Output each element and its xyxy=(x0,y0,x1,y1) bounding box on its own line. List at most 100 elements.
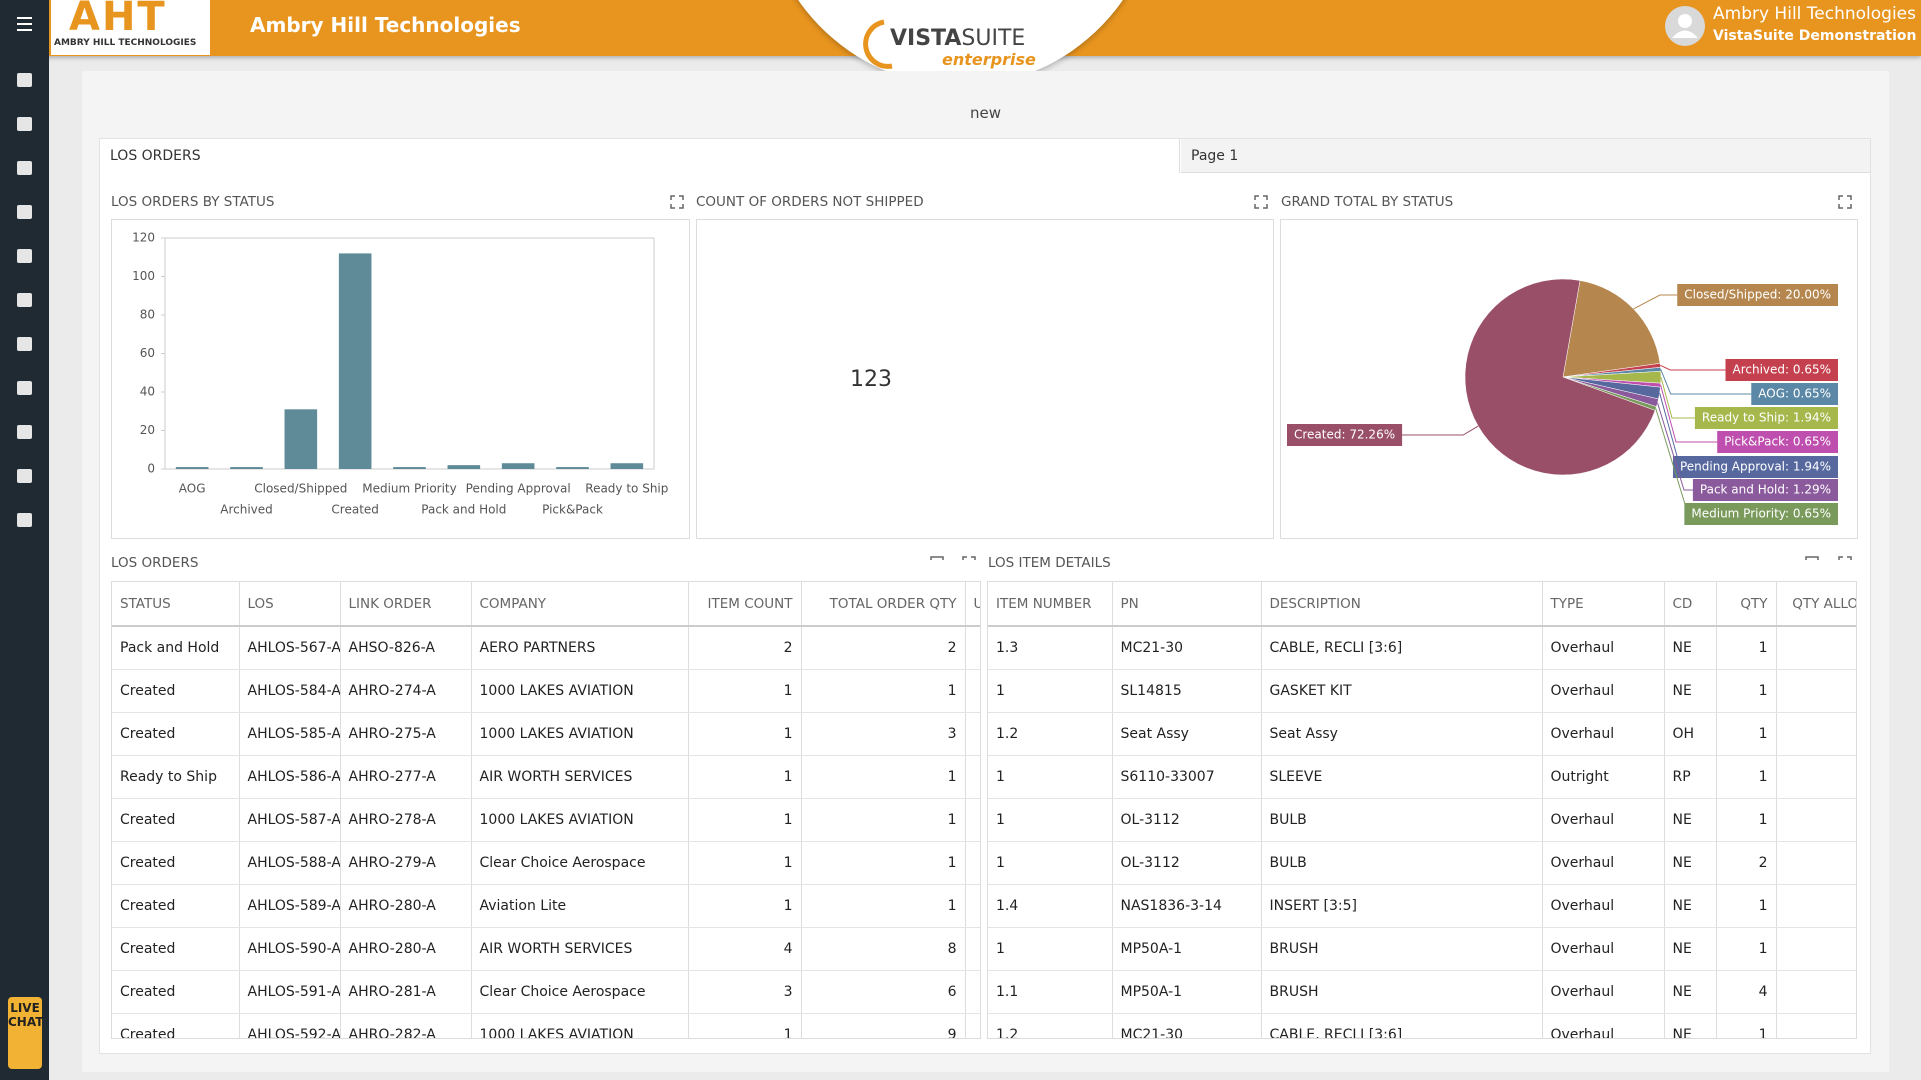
table-cell: Overhaul xyxy=(1542,928,1664,971)
table-cell: Overhaul xyxy=(1542,670,1664,713)
table-cell: AHLOS-567-A xyxy=(239,626,340,670)
table-cell: NE xyxy=(1664,928,1716,971)
table-cell: 1 xyxy=(1776,928,1857,971)
table-cell xyxy=(965,670,981,713)
table-cell: AHRO-280-A xyxy=(340,928,471,971)
column-header[interactable]: CD xyxy=(1664,582,1716,626)
column-header[interactable]: PN xyxy=(1112,582,1261,626)
header-row: STATUSLOSLINK ORDERCOMPANYITEM COUNTTOTA… xyxy=(112,582,981,626)
table-row[interactable]: CreatedAHLOS-587-AAHRO-278-A1000 LAKES A… xyxy=(112,799,981,842)
table-row[interactable]: CreatedAHLOS-592-AAHRO-282-A1000 LAKES A… xyxy=(112,1014,981,1040)
table-cell: Created xyxy=(112,928,239,971)
table-row[interactable]: CreatedAHLOS-584-AAHRO-274-A1000 LAKES A… xyxy=(112,670,981,713)
y-tick-label: 100 xyxy=(132,269,155,283)
column-header[interactable]: COMPANY xyxy=(471,582,688,626)
table-cell: Created xyxy=(112,842,239,885)
column-header[interactable]: LINK ORDER xyxy=(340,582,471,626)
table-cell: NAS1836-3-14 xyxy=(1112,885,1261,928)
table-cell: Outright xyxy=(1542,756,1664,799)
pie-label: AOG: 0.65% xyxy=(1758,387,1831,401)
table-row[interactable]: 1.1MP50A-1BRUSHOverhaulNE44 xyxy=(988,971,1857,1014)
table-row[interactable]: 1.4NAS1836-3-14INSERT [3:5]OverhaulNE10 xyxy=(988,885,1857,928)
live-chat-line: CHAT xyxy=(8,1015,42,1029)
table-row[interactable]: 1.3MC21-30CABLE, RECLI [3:6]OverhaulNE10 xyxy=(988,626,1857,670)
table-row[interactable]: 1OL-3112BULBOverhaulNE10 xyxy=(988,799,1857,842)
table-row[interactable]: CreatedAHLOS-588-AAHRO-279-AClear Choice… xyxy=(112,842,981,885)
expand-icon[interactable] xyxy=(671,196,683,208)
table-cell: SLEEVE xyxy=(1261,756,1542,799)
column-header[interactable]: TYPE xyxy=(1542,582,1664,626)
table-cell: 1 xyxy=(688,1014,801,1040)
table-cell: 1 xyxy=(988,842,1112,885)
table-cell: 6 xyxy=(801,971,965,1014)
column-header[interactable]: LOS xyxy=(239,582,340,626)
table-cell xyxy=(965,1014,981,1040)
table-cell: 3 xyxy=(688,971,801,1014)
column-header[interactable]: QTY ALLOC xyxy=(1776,582,1857,626)
table-row[interactable]: 1OL-3112BULBOverhaulNE20 xyxy=(988,842,1857,885)
table-cell: AHLOS-591-A xyxy=(239,971,340,1014)
pie-label: Pending Approval: 1.94% xyxy=(1680,460,1831,474)
column-header[interactable]: U xyxy=(965,582,981,626)
table-cell: CABLE, RECLI [3:6] xyxy=(1261,1014,1542,1040)
expand-icon[interactable] xyxy=(1839,196,1851,208)
table-cell: Created xyxy=(112,799,239,842)
table-row[interactable]: 1MP50A-1BRUSHOverhaulNE11 xyxy=(988,928,1857,971)
table-row[interactable]: 1SL14815GASKET KITOverhaulNE10 xyxy=(988,670,1857,713)
column-header[interactable]: ITEM NUMBER xyxy=(988,582,1112,626)
table-cell: 2 xyxy=(801,626,965,670)
table-cell xyxy=(965,971,981,1014)
bar xyxy=(448,465,481,469)
table-cell: NE xyxy=(1664,971,1716,1014)
column-header[interactable]: ITEM COUNT xyxy=(688,582,801,626)
table-cell: Seat Assy xyxy=(1112,713,1261,756)
table-cell: AHLOS-588-A xyxy=(239,842,340,885)
column-header[interactable]: TOTAL ORDER QTY xyxy=(801,582,965,626)
table-cell: RP xyxy=(1664,756,1716,799)
column-header[interactable]: DESCRIPTION xyxy=(1261,582,1542,626)
table-cell: 1 xyxy=(688,885,801,928)
expand-icon[interactable] xyxy=(1839,557,1851,560)
table-cell: 0 xyxy=(1776,842,1857,885)
live-chat[interactable]: LIVE CHAT xyxy=(8,997,42,1069)
y-tick-label: 60 xyxy=(140,346,155,360)
table-cell: 1 xyxy=(1716,670,1776,713)
table-cell: 1 xyxy=(801,799,965,842)
pie-label: Created: 72.26% xyxy=(1294,428,1395,442)
select-icon[interactable] xyxy=(931,557,943,560)
table-row[interactable]: Pack and HoldAHLOS-567-AAHSO-826-AAERO P… xyxy=(112,626,981,670)
table-cell: Overhaul xyxy=(1542,885,1664,928)
expand-icon[interactable] xyxy=(1255,196,1267,208)
x-tick-label: Pick&Pack xyxy=(542,503,603,517)
plot-frame xyxy=(165,238,654,469)
table-row[interactable]: 1.2MC21-30CABLE, RECLI [3:6]OverhaulNE10 xyxy=(988,1014,1857,1040)
table-cell: 1 xyxy=(688,842,801,885)
table-cell: 1 xyxy=(688,713,801,756)
table-cell: 1 xyxy=(801,670,965,713)
table-cell: 0 xyxy=(1776,885,1857,928)
select-icon[interactable] xyxy=(1806,557,1818,560)
table-cell: AHLOS-586-A xyxy=(239,756,340,799)
table-cell xyxy=(965,885,981,928)
column-header[interactable]: STATUS xyxy=(112,582,239,626)
table-row[interactable]: CreatedAHLOS-585-AAHRO-275-A1000 LAKES A… xyxy=(112,713,981,756)
table-row[interactable]: 1.2Seat AssySeat AssyOverhaulOH10 xyxy=(988,713,1857,756)
table-row[interactable]: CreatedAHLOS-591-AAHRO-281-AClear Choice… xyxy=(112,971,981,1014)
table-row[interactable]: Ready to ShipAHLOS-586-AAHRO-277-AAIR WO… xyxy=(112,756,981,799)
table-cell: 1 xyxy=(988,756,1112,799)
table-cell: Overhaul xyxy=(1542,842,1664,885)
table-cell: 1.1 xyxy=(988,971,1112,1014)
table-cell: Created xyxy=(112,1014,239,1040)
table-cell: AHLOS-584-A xyxy=(239,670,340,713)
table-cell xyxy=(965,799,981,842)
column-header[interactable]: QTY xyxy=(1716,582,1776,626)
table-cell xyxy=(965,842,981,885)
pie-label: Medium Priority: 0.65% xyxy=(1691,507,1831,521)
table-cell xyxy=(965,713,981,756)
table-row[interactable]: 1S6110-33007SLEEVEOutrightRP10 xyxy=(988,756,1857,799)
table-row[interactable]: CreatedAHLOS-589-AAHRO-280-AAviation Lit… xyxy=(112,885,981,928)
table-row[interactable]: CreatedAHLOS-590-AAHRO-280-AAIR WORTH SE… xyxy=(112,928,981,971)
header-row: ITEM NUMBERPNDESCRIPTIONTYPECDQTYQTY ALL… xyxy=(988,582,1857,626)
expand-icon[interactable] xyxy=(963,557,975,560)
